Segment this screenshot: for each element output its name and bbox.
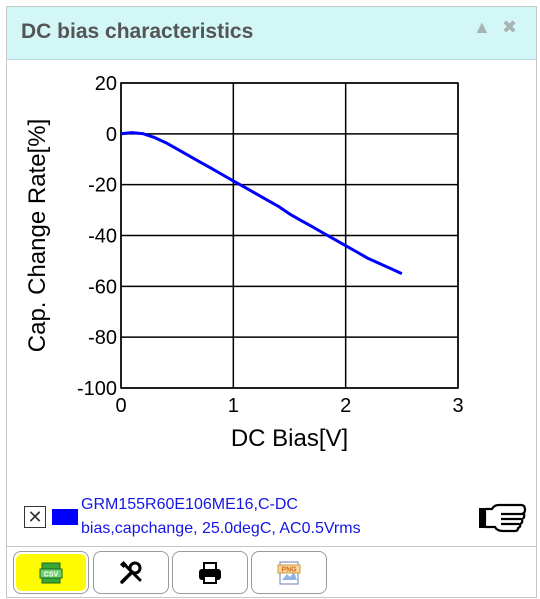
- series-visibility-checkbox[interactable]: ✕: [24, 506, 46, 528]
- csv-export-button[interactable]: CSV: [13, 551, 89, 594]
- plot-frame: [120, 82, 459, 389]
- x-tick-label: 3: [452, 395, 463, 417]
- collapse-button[interactable]: ▲: [473, 17, 491, 37]
- y-tick-label: 0: [106, 124, 117, 146]
- chart-toolbar: CSV PNG: [7, 546, 536, 597]
- print-button[interactable]: [172, 551, 248, 594]
- png-export-button[interactable]: PNG: [251, 551, 327, 594]
- legend-label: GRM155R60E106ME16,C-DC bias,capchange, 2…: [81, 493, 461, 541]
- printer-icon: [199, 562, 221, 584]
- svg-text:PNG: PNG: [281, 567, 297, 574]
- y-tick-label: -60: [88, 276, 117, 298]
- legend-series-name: GRM155R60E106ME16,C-DC: [81, 496, 298, 513]
- csv-icon: CSV: [39, 562, 63, 584]
- y-tick-label: -40: [88, 226, 117, 248]
- y-axis-label: Cap. Change Rate[%]: [24, 119, 51, 352]
- x-tick-label: 1: [228, 395, 239, 417]
- legend-series-desc: bias,capchange, 25.0degC, AC0.5Vrms: [81, 520, 361, 537]
- panel-header: DC bias characteristics ▲ ✖: [7, 7, 536, 60]
- settings-tools-button[interactable]: [93, 551, 169, 594]
- x-axis-label: DC Bias[V]: [231, 425, 348, 452]
- chart-series: [120, 131, 403, 275]
- dc-bias-panel: DC bias characteristics ▲ ✖ 0 1 2 3 20 0 -20 -4…: [6, 6, 537, 598]
- dc-bias-chart: 0 1 2 3 20 0 -20 -40 -60 -80 -100 DC Bias[V] Cap. …: [24, 73, 464, 452]
- svg-text:CSV: CSV: [44, 572, 59, 579]
- x-tick-label: 0: [115, 395, 126, 417]
- series-color-swatch: [52, 509, 78, 525]
- chart-legend: ✕ GRM155R60E106ME16,C-DC bias,capchange,…: [21, 493, 536, 545]
- x-tick-label: 2: [340, 395, 351, 417]
- y-tick-label: 20: [95, 73, 117, 95]
- wrench-screwdriver-icon: [119, 560, 142, 584]
- chart-grid: [120, 82, 459, 389]
- series-line: [120, 131, 403, 275]
- pointing-hand-icon[interactable]: [477, 497, 527, 537]
- y-tick-label: -80: [88, 327, 117, 349]
- y-tick-label: -20: [88, 175, 117, 197]
- y-tick-label: -100: [77, 378, 117, 400]
- close-button[interactable]: ✖: [502, 17, 518, 37]
- panel-title: DC bias characteristics: [21, 20, 254, 43]
- chart-ticks: 0 1 2 3 20 0 -20 -40 -60 -80 -100: [77, 73, 464, 417]
- png-icon: PNG: [277, 561, 301, 585]
